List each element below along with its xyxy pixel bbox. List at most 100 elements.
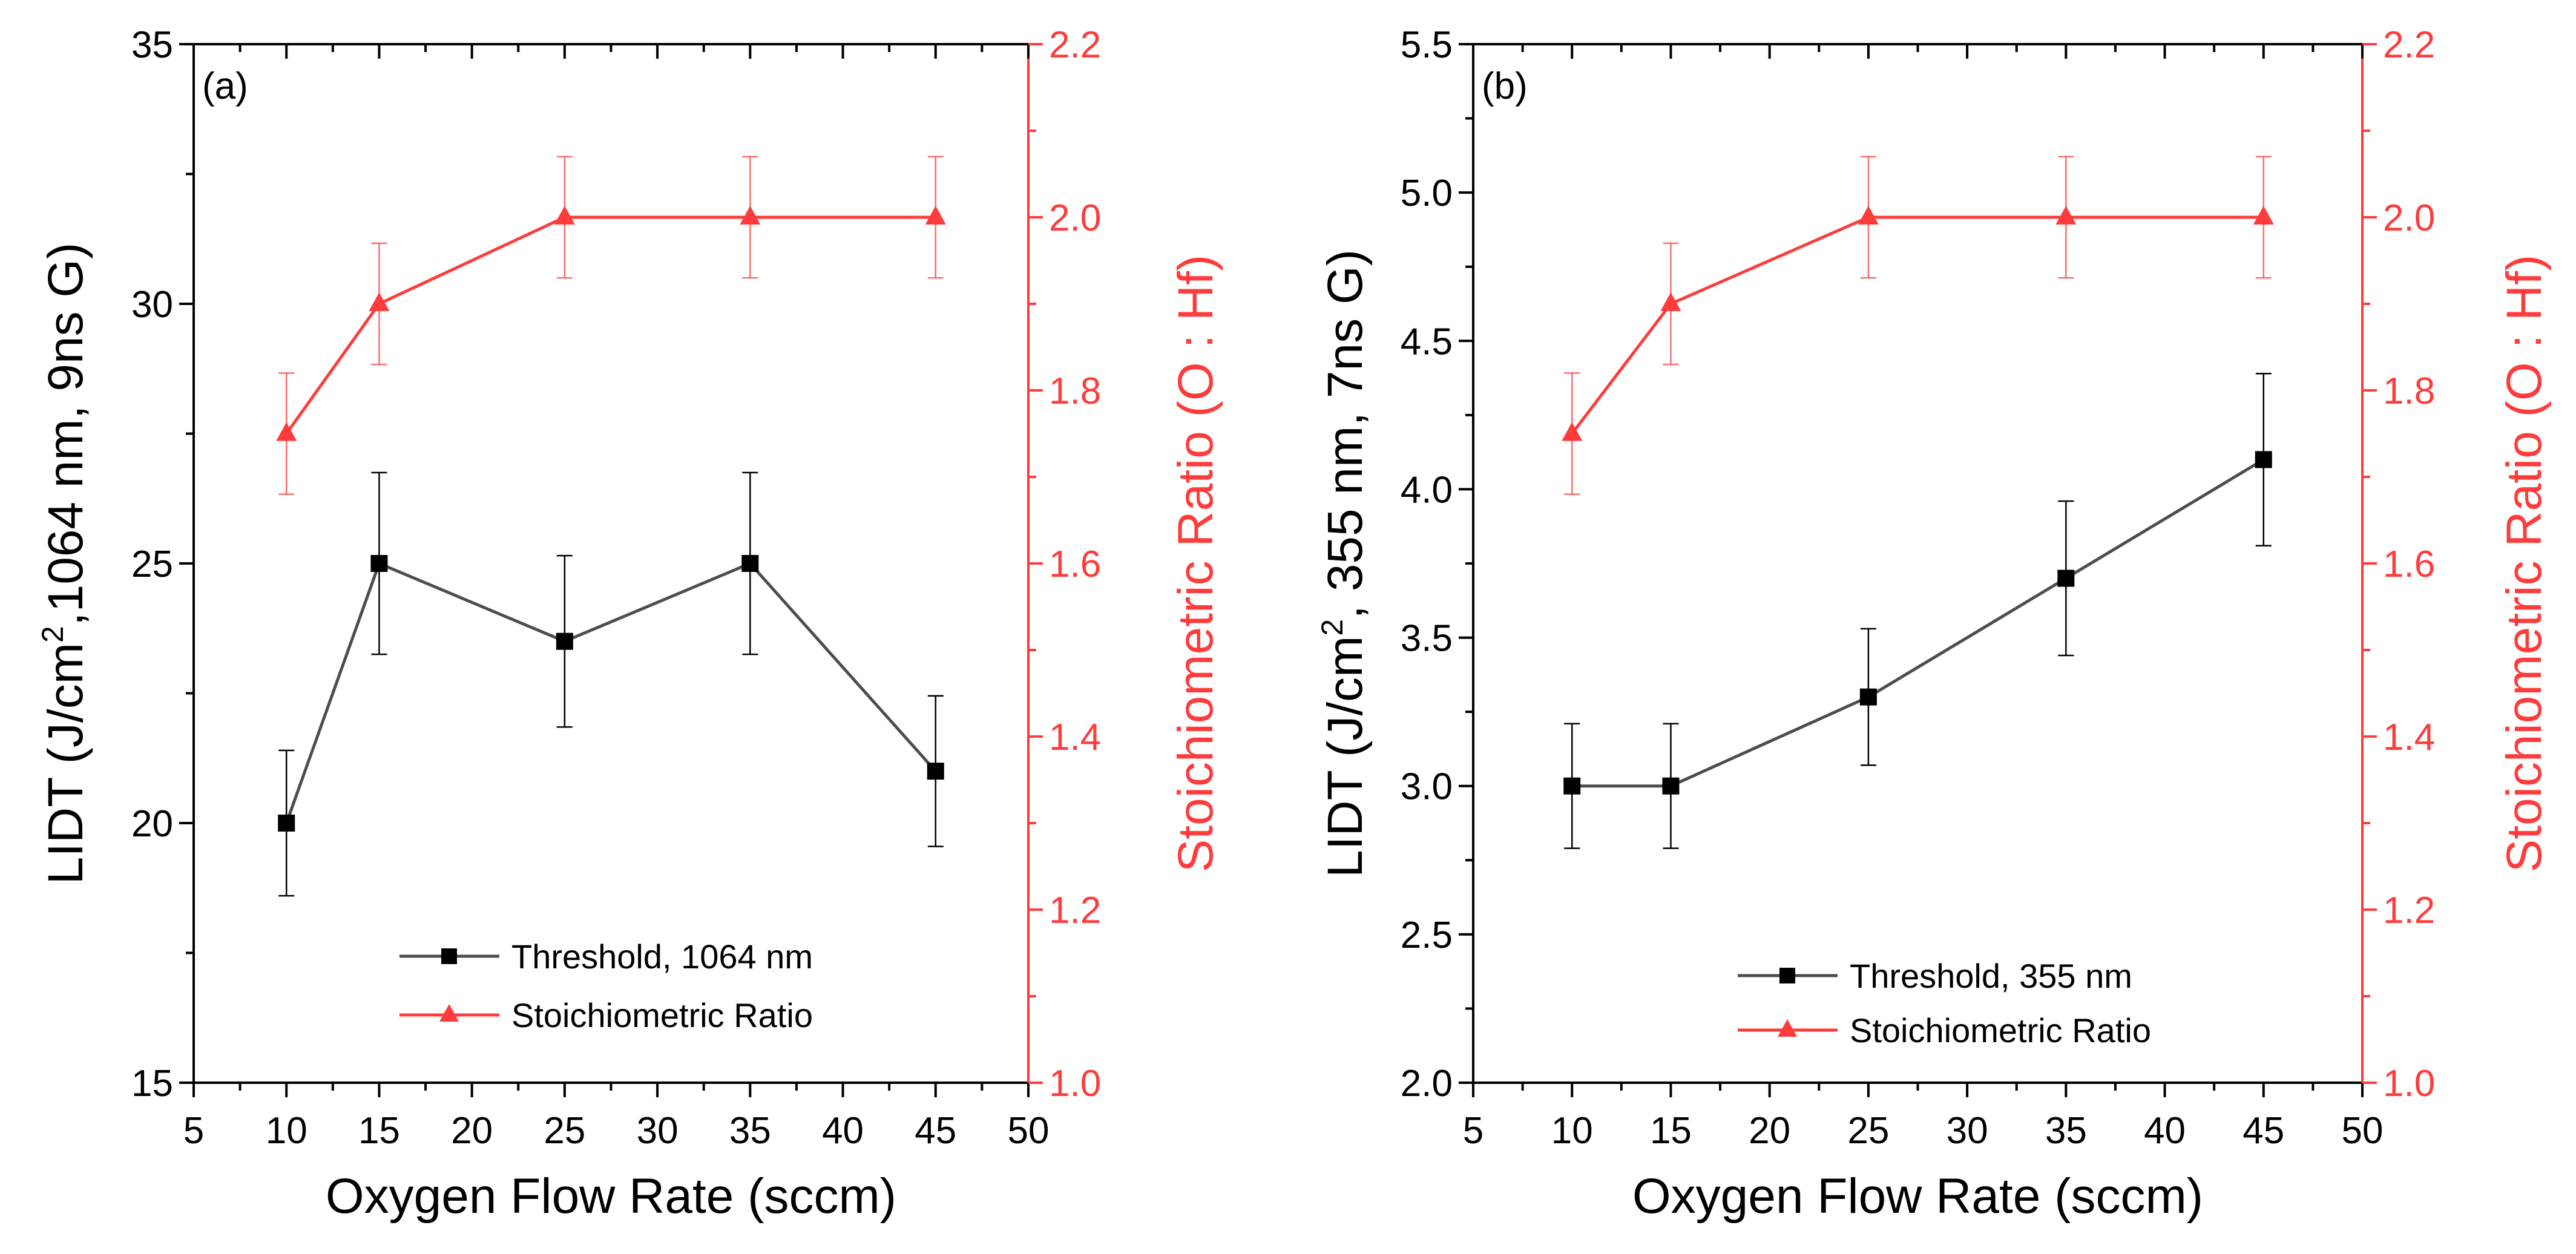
series-stoichiometric-ratio: Stoichiometric Ratio	[1562, 156, 2274, 1049]
data-point-square	[927, 763, 944, 780]
data-point-triangle	[276, 422, 297, 441]
data-point-square	[1859, 688, 1877, 706]
y2-tick-label: 1.2	[1049, 890, 1101, 931]
y-tick-label: 5.0	[1401, 172, 1453, 214]
legend-marker-triangle	[1778, 1019, 1797, 1037]
y-axis-title-suffix: ,1064 nm, 9ns G)	[38, 243, 93, 626]
x-axis-title: Oxygen Flow Rate (sccm)	[326, 1169, 896, 1224]
x-tick-label: 35	[729, 1110, 771, 1152]
panel-label: (b)	[1482, 65, 1528, 107]
data-point-square	[741, 555, 759, 572]
x-tick-label: 5	[183, 1110, 204, 1152]
y2-tick-label: 2.2	[2383, 24, 2435, 66]
y-tick-label: 20	[131, 803, 173, 845]
x-tick-label: 20	[1749, 1110, 1790, 1152]
legend-label: Threshold, 355 nm	[1850, 957, 2132, 995]
y-tick-label: 3.0	[1401, 766, 1453, 808]
data-point-triangle	[1660, 292, 1681, 311]
x-tick-label: 30	[1947, 1110, 1988, 1152]
x-tick-label: 15	[358, 1110, 400, 1152]
series-threshold: Threshold, 1064 nm	[278, 471, 944, 976]
data-point-square	[1563, 777, 1581, 795]
y-axis-title-superscript: 2	[36, 626, 70, 643]
x-axis-title: Oxygen Flow Rate (sccm)	[1632, 1169, 2203, 1224]
y-tick-label: 2.0	[1401, 1063, 1453, 1105]
data-point-triangle	[925, 206, 946, 225]
x-tick-label: 10	[266, 1110, 307, 1152]
x-tick-label: 45	[915, 1110, 956, 1152]
y-tick-label: 25	[131, 543, 173, 585]
data-point-triangle	[554, 206, 575, 225]
x-tick-label: 30	[637, 1110, 678, 1152]
data-point-triangle	[369, 292, 390, 311]
legend-label: Stoichiometric Ratio	[1850, 1011, 2151, 1049]
data-point-triangle	[1562, 422, 1583, 441]
y-tick-label: 5.5	[1401, 24, 1453, 66]
y-axis-title-prefix: LIDT (J/cm	[1318, 636, 1373, 878]
series-stoichiometric-ratio: Stoichiometric Ratio	[276, 156, 946, 1034]
y2-tick-label: 1.8	[2383, 370, 2435, 412]
x-tick-label: 45	[2242, 1110, 2284, 1152]
x-tick-label: 25	[1847, 1110, 1889, 1152]
series-line	[1572, 458, 2265, 788]
y2-tick-label: 2.0	[1049, 197, 1101, 239]
x-tick-label: 15	[1650, 1110, 1692, 1152]
y-axis-title: LIDT (J/cm2,1064 nm, 9ns G)	[36, 243, 93, 885]
x-tick-label: 40	[2144, 1110, 2186, 1152]
chart-panel-b: 5 10 15 20 25 30 35 40 45 50 2.0 2.5 3.0 3.5 4.0 4.5 5.0…	[1315, 24, 2552, 1224]
series-line	[1571, 215, 2264, 435]
data-point-triangle	[2253, 206, 2274, 225]
x-tick-label: 10	[1551, 1110, 1593, 1152]
legend-label: Stoichiometric Ratio	[511, 996, 813, 1034]
data-point-square	[2255, 451, 2272, 468]
data-point-triangle	[1858, 206, 1879, 225]
y-tick-label: 15	[131, 1063, 173, 1105]
y-tick-label: 2.5	[1401, 914, 1453, 956]
x-tick-label: 35	[2045, 1110, 2087, 1152]
y2-tick-label: 2.0	[2383, 197, 2435, 239]
y2-tick-label: 1.0	[2383, 1063, 2435, 1105]
chart-panel-a: 5 10 15 20 25 30 35 40 45 50 15 20 25 30 35 1.0 1.2 1.4 1.…	[36, 24, 1223, 1224]
y2-tick-label: 2.2	[1049, 24, 1101, 66]
x-tick-label: 50	[2342, 1110, 2384, 1152]
y-tick-label: 35	[131, 24, 173, 66]
data-point-square	[2057, 570, 2075, 587]
y-axis-title-suffix: , 355 nm, 7ns G)	[1318, 249, 1373, 619]
y-axis-title-prefix: LIDT (J/cm	[38, 643, 93, 884]
series-line	[285, 215, 936, 435]
series-line	[284, 561, 937, 824]
x-tick-label: 20	[451, 1110, 493, 1152]
y2-tick-label: 1.6	[1049, 543, 1101, 585]
legend-marker-triangle	[439, 1004, 459, 1022]
y2-tick-label: 1.6	[2383, 543, 2435, 585]
data-point-triangle	[2055, 206, 2077, 225]
y2-axis-title: Stoichiometric Ratio (O : Hf)	[2497, 255, 2552, 873]
y2-tick-label: 1.4	[2383, 717, 2435, 758]
y2-tick-label: 1.8	[1049, 370, 1101, 412]
y2-axis-title: Stoichiometric Ratio (O : Hf)	[1168, 255, 1223, 873]
y-tick-label: 4.0	[1401, 469, 1453, 511]
legend-marker-square	[441, 948, 457, 964]
data-point-square	[556, 632, 573, 650]
data-point-triangle	[740, 206, 761, 225]
y-axis-title-superscript: 2	[1315, 619, 1349, 636]
y-axis-title: LIDT (J/cm2, 355 nm, 7ns G)	[1315, 249, 1373, 878]
x-tick-label: 25	[544, 1110, 585, 1152]
series-threshold: Threshold, 355 nm	[1563, 372, 2272, 995]
x-tick-label: 50	[1008, 1110, 1050, 1152]
data-point-square	[370, 555, 388, 572]
legend-marker-square	[1779, 968, 1795, 983]
y-tick-label: 3.5	[1401, 618, 1453, 660]
legend-label: Threshold, 1064 nm	[511, 937, 813, 976]
panel-label: (a)	[202, 65, 248, 107]
y2-tick-label: 1.4	[1049, 717, 1101, 758]
x-tick-label: 40	[822, 1110, 864, 1152]
y2-tick-label: 1.2	[2383, 890, 2435, 931]
x-tick-label: 5	[1463, 1110, 1484, 1152]
y2-tick-label: 1.0	[1049, 1063, 1101, 1105]
data-point-square	[1662, 777, 1680, 795]
y-tick-label: 30	[131, 284, 173, 326]
y-tick-label: 4.5	[1401, 321, 1453, 363]
data-point-square	[278, 815, 295, 832]
